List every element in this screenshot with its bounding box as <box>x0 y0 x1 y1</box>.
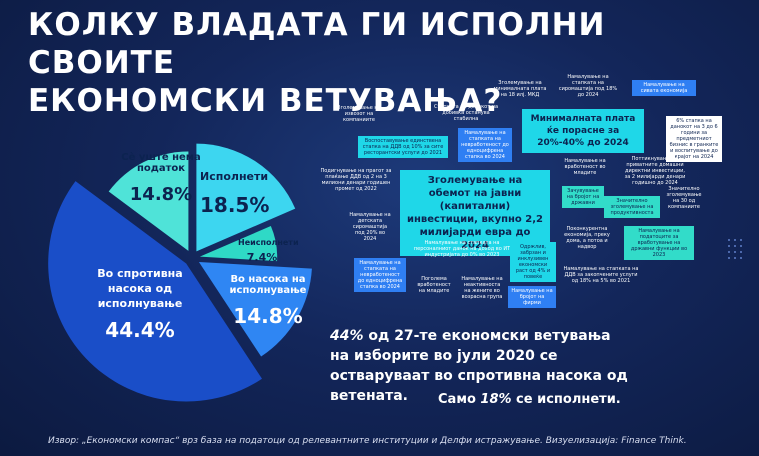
promise-box: Намалување на податоците за вработување … <box>624 226 694 260</box>
promise-box: 6% стапка на данокот на 3 до 6 години за… <box>666 116 722 162</box>
slice-label-ispolneti: Исполнети 18.5% <box>200 170 270 217</box>
page-title: КОЛКУ ВЛАДАТА ГИ ИСПОЛНИ СВОИТЕ ЕКОНОМСК… <box>28 6 728 120</box>
promise-note: Подигнување на прагот за плаќање ДДВ од … <box>320 168 392 192</box>
promise-note: Намалување на стапката на сиромаштија по… <box>558 74 618 98</box>
slice-label-neispolneti: Неисполнети 7.4% <box>238 238 299 264</box>
promise-box: Намалување на стапката на невработеност … <box>458 128 512 162</box>
summary-text: 44% од 27-те економски ветувања на избор… <box>330 326 630 406</box>
promise-note: Зголемување на минималната плата на 18 и… <box>493 80 547 98</box>
promise-note: Намалување на детската сиромаштија под 2… <box>349 212 391 242</box>
slice-label-nasoka: Во насока на исполнување 14.8% <box>229 274 307 328</box>
summary-pct: 44% <box>330 328 364 344</box>
title-line-1: КОЛКУ ВЛАДАТА ГИ ИСПОЛНИ СВОИТЕ <box>28 7 606 81</box>
promise-note: Значително зголемување на 30 од компании… <box>666 186 702 210</box>
promise-box: Намалување на сивата економија <box>632 80 696 96</box>
promise-box: Зачувување на бројот на државни <box>562 186 604 208</box>
promise-note: Поголема вработеност на младите <box>417 276 451 294</box>
promise-box-big: Зголемување на обемот на јавни (капиталн… <box>400 170 550 256</box>
promise-note: Намалување на неактивноста на жените во … <box>461 276 503 300</box>
summary-line-2: Само 18% се исполнети. <box>438 392 621 407</box>
promise-note: Зголемување на извозот на компаниите <box>337 105 381 123</box>
summary-body: од 27-те економски ветувања на изборите … <box>330 328 628 404</box>
promise-note: Намалување на вработеност во младите <box>564 158 606 176</box>
pie-slice <box>196 143 296 252</box>
promise-box: Значително зголемување на продуктивноста <box>604 196 660 218</box>
promise-box: Одржлив, забрзан и инклузивен економски … <box>510 242 556 282</box>
pie-slice <box>199 226 278 262</box>
promise-note: Намалување на стапката на ДДВ за закопче… <box>563 266 639 284</box>
promise-box: Воспоставување единствена стапка на ДДВ … <box>358 136 448 158</box>
slice-label-sprotivna: Во спротивна насока од исполнување 44.4% <box>97 267 183 342</box>
slice-label-nema: Сè уште нема податок 14.8% <box>121 152 201 205</box>
source-footer: Извор: „Економски компас“ врз база на по… <box>48 436 687 446</box>
promise-note: Стапката на данокот на добивка останува … <box>433 104 499 122</box>
pie-slice <box>48 181 263 402</box>
promise-box: Намалување на стапката на невработеност … <box>354 258 406 292</box>
title-line-2: ЕКОНОМСКИ ВЕТУВАЊА? <box>28 83 503 119</box>
pie-slice <box>108 151 189 251</box>
promise-note: Поттикнување на приватните домашни дирек… <box>624 156 686 186</box>
promise-note: Намалување на стапката на персоналниот д… <box>413 240 511 258</box>
promise-box-big: Минималната плата ќе порасне за 20%-40% … <box>522 109 644 153</box>
pie-slice <box>198 262 312 357</box>
promise-box: Намалување на бројот на фирми <box>508 286 556 308</box>
dot-grid-decoration <box>727 238 747 266</box>
promise-note: Поконкурентна економија, преку дома, а п… <box>564 226 610 250</box>
